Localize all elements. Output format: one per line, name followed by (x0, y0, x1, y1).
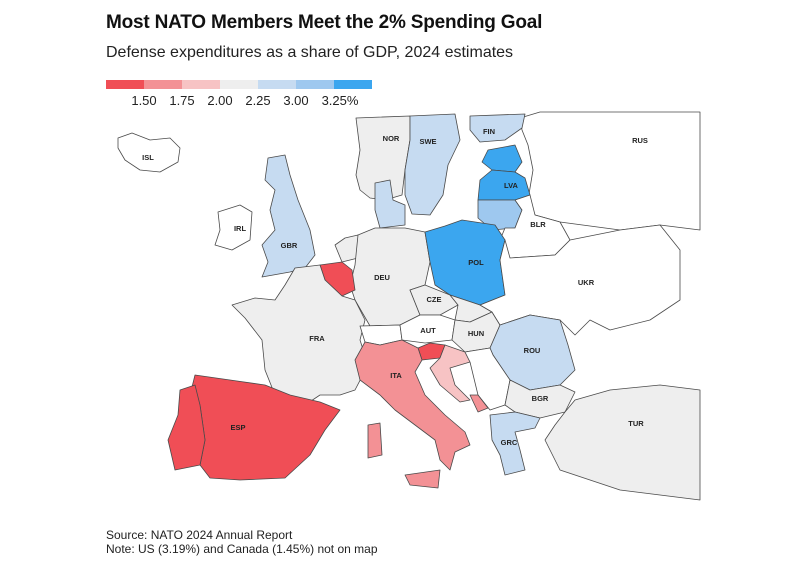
legend-tick: 1.75 (169, 93, 195, 108)
label-deu: DEU (374, 273, 390, 282)
footnote: Source: NATO 2024 Annual Report Note: US… (106, 528, 378, 556)
label-gbr: GBR (281, 241, 298, 250)
country-nld (334, 234, 359, 263)
label-ita: ITA (390, 371, 402, 380)
country-ita (354, 339, 471, 471)
legend-swatch-6 (334, 80, 372, 89)
country-gbr (261, 154, 316, 278)
country-rus (519, 111, 701, 231)
country-prt (167, 384, 206, 471)
chart-title: Most NATO Members Meet the 2% Spending G… (106, 12, 543, 33)
label-aut: AUT (420, 326, 436, 335)
legend-swatch-1 (144, 80, 182, 89)
label-nor: NOR (383, 134, 400, 143)
country-irl (214, 204, 253, 251)
label-cze: CZE (427, 295, 442, 304)
legend-swatch-3 (220, 80, 258, 89)
country-ita-sicily (404, 469, 441, 489)
legend-tick: 3.25% (321, 93, 359, 108)
country-fin (469, 113, 526, 143)
label-fin: FIN (483, 127, 495, 136)
source-note: Source: NATO 2024 Annual Report (106, 528, 293, 542)
label-esp: ESP (230, 423, 245, 432)
legend-swatch-5 (296, 80, 334, 89)
chart-subtitle: Defense expenditures as a share of GDP, … (106, 44, 514, 61)
legend-swatch-2 (182, 80, 220, 89)
label-tur: TUR (628, 419, 644, 428)
country-fra (231, 264, 369, 406)
country-grc (489, 411, 541, 476)
legend-swatch-0 (106, 80, 144, 89)
label-bgr: BGR (532, 394, 549, 403)
country-dnk (374, 179, 406, 229)
country-hrv (429, 344, 471, 403)
country-ita-sardinia (367, 422, 383, 459)
label-ukr: UKR (578, 278, 595, 287)
country-tur (544, 384, 701, 501)
country-mne (469, 394, 489, 413)
label-hun: HUN (468, 329, 484, 338)
label-grc: GRC (501, 438, 518, 447)
label-rus: RUS (632, 136, 648, 145)
legend-tick: 2.00 (207, 93, 233, 108)
legend-tick: 3.00 (283, 93, 309, 108)
label-lva: LVA (504, 181, 518, 190)
color-legend (106, 80, 372, 89)
country-isl (117, 132, 181, 173)
label-fra: FRA (309, 334, 325, 343)
country-est (481, 144, 523, 173)
label-irl: IRL (234, 224, 247, 233)
note-text: Note: US (3.19%) and Canada (1.45%) not … (106, 542, 378, 556)
country-deu (349, 227, 431, 327)
legend-tick: 1.50 (131, 93, 157, 108)
legend-tick: 2.25 (245, 93, 271, 108)
legend-swatch-4 (258, 80, 296, 89)
label-isl: ISL (142, 153, 154, 162)
label-rou: ROU (524, 346, 541, 355)
label-swe: SWE (419, 137, 436, 146)
legend-ticks: 1.50 1.75 2.00 2.25 3.00 3.25% (106, 93, 372, 109)
country-swe (404, 113, 461, 216)
label-blr: BLR (530, 220, 546, 229)
label-pol: POL (468, 258, 484, 267)
country-ukr (479, 224, 681, 336)
